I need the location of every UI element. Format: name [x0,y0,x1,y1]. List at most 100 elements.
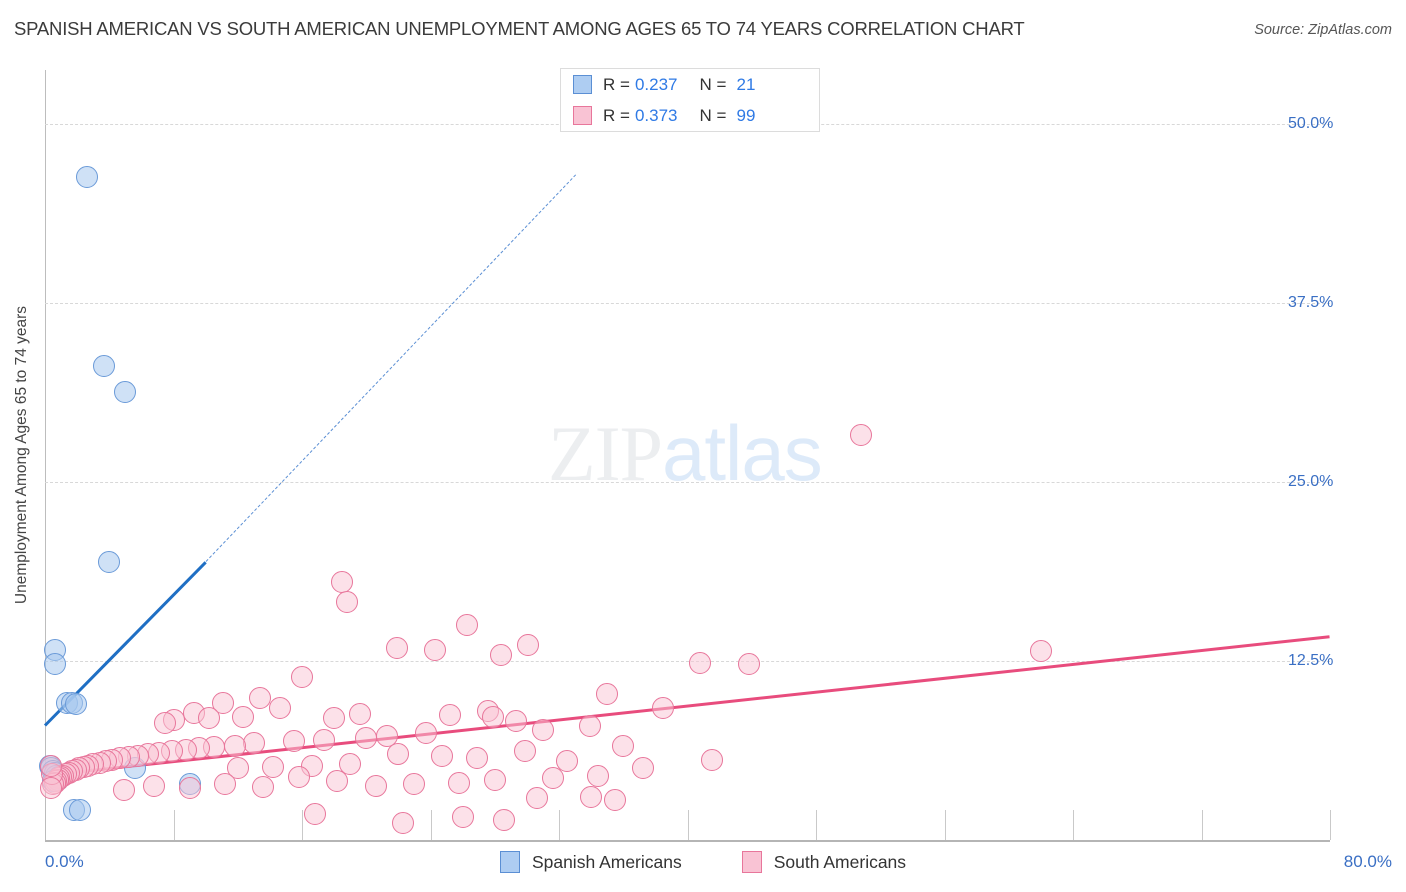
data-point-south-americans[interactable] [212,691,235,714]
data-point-south-americans[interactable] [387,743,410,766]
data-point-south-americans[interactable] [504,710,527,733]
data-point-south-americans[interactable] [531,718,554,741]
data-point-south-americans[interactable] [112,778,135,801]
data-point-south-americans[interactable] [392,811,415,834]
data-point-south-americans[interactable] [178,777,201,800]
data-point-south-americans[interactable] [348,703,371,726]
data-point-south-americans[interactable] [252,776,275,799]
data-point-south-americans[interactable] [652,697,675,720]
data-point-south-americans[interactable] [483,768,506,791]
data-point-south-americans[interactable] [700,748,723,771]
y-axis-tick-label: 50.0% [1288,115,1334,133]
data-point-south-americans[interactable] [456,614,479,637]
data-point-south-americans[interactable] [541,767,564,790]
pink-r-value: 0.373 [634,105,678,125]
data-point-spanish-americans[interactable] [93,355,116,378]
data-point-south-americans[interactable] [223,734,246,757]
data-point-south-americans[interactable] [323,707,346,730]
data-point-south-americans[interactable] [355,727,378,750]
data-point-south-americans[interactable] [226,757,249,780]
data-point-south-americans[interactable] [303,803,326,826]
data-point-south-americans[interactable] [430,744,453,767]
data-point-south-americans[interactable] [335,591,358,614]
pink-n-value: 99 [736,105,756,125]
data-point-south-americans[interactable] [39,777,62,800]
data-point-south-americans[interactable] [466,747,489,770]
blue-r-label: R = [603,74,630,94]
data-point-south-americans[interactable] [514,740,537,763]
data-point-south-americans[interactable] [482,705,505,728]
stats-row-pink: R = 0.373 N = 99 [561,100,819,131]
data-point-south-americans[interactable] [490,644,513,667]
data-point-south-americans[interactable] [331,571,354,594]
chart-legend: Spanish Americans South Americans [0,851,1406,873]
data-point-south-americans[interactable] [262,756,285,778]
x-axis-tick [1330,810,1331,840]
y-axis-tick-label: 12.5% [1288,652,1334,670]
data-point-south-americans[interactable] [596,683,619,705]
x-axis-tick [173,810,175,840]
data-point-south-americans[interactable] [849,423,872,446]
x-axis-line [45,840,1330,842]
legend-swatch-blue-icon [499,851,520,873]
data-point-south-americans[interactable] [287,766,310,789]
legend-item-spanish-americans[interactable]: Spanish Americans [499,851,682,873]
data-point-spanish-americans[interactable] [98,551,121,574]
data-point-south-americans[interactable] [556,750,579,773]
data-point-spanish-americans[interactable] [75,166,98,189]
data-point-south-americans[interactable] [451,806,474,829]
data-point-south-americans[interactable] [213,773,236,796]
data-point-spanish-americans[interactable] [114,381,137,404]
data-point-south-americans[interactable] [438,704,461,727]
legend-swatch-pink-icon [741,851,762,873]
legend-item-south-americans[interactable]: South Americans [741,851,906,873]
data-point-south-americans[interactable] [737,652,760,675]
x-axis-tick [559,810,560,840]
data-point-south-americans[interactable] [40,754,63,777]
data-point-spanish-americans[interactable] [64,693,87,716]
data-point-south-americans[interactable] [282,730,305,753]
y-axis-tick-label: 25.0% [1288,473,1334,491]
x-axis-max-label: 80.0% [1343,852,1392,871]
data-point-south-americans[interactable] [403,773,426,796]
data-point-south-americans[interactable] [249,687,272,710]
data-point-south-americans[interactable] [604,788,627,811]
data-point-south-americans[interactable] [578,714,601,737]
x-axis-tick [302,810,303,840]
data-point-south-americans[interactable] [326,770,349,793]
data-point-south-americans[interactable] [313,728,336,751]
y-axis-line [45,70,46,840]
data-point-south-americans[interactable] [385,637,408,660]
page-title: SPANISH AMERICAN VS SOUTH AMERICAN UNEMP… [14,18,1025,39]
data-point-south-americans[interactable] [242,731,265,754]
data-point-south-americans[interactable] [414,721,437,744]
data-point-south-americans[interactable] [424,638,447,661]
data-point-south-americans[interactable] [1029,640,1052,663]
data-point-south-americans[interactable] [197,707,220,730]
data-point-south-americans[interactable] [493,808,516,831]
data-point-south-americans[interactable] [580,786,603,809]
data-point-south-americans[interactable] [586,764,609,787]
stats-row-blue: R = 0.237 N = 21 [561,69,819,100]
data-point-spanish-americans[interactable] [43,652,66,675]
data-point-south-americans[interactable] [689,651,712,674]
data-point-south-americans[interactable] [631,757,654,780]
x-axis-tick [944,810,946,840]
data-point-south-americans[interactable] [154,711,177,734]
data-point-south-americans[interactable] [268,697,291,720]
data-point-south-americans[interactable] [364,774,387,797]
data-point-spanish-americans[interactable] [69,798,92,821]
data-point-south-americans[interactable] [143,774,166,797]
pink-r-label: R = [603,105,630,125]
pink-series-swatch-icon [573,106,592,125]
pink-n-label: N = [699,105,727,125]
data-point-south-americans[interactable] [231,705,254,728]
data-point-south-americans[interactable] [525,787,548,810]
blue-n-value: 21 [736,74,756,94]
data-point-south-americans[interactable] [612,734,635,757]
data-point-south-americans[interactable] [291,665,313,688]
data-point-south-americans[interactable] [448,771,471,794]
data-point-south-americans[interactable] [517,634,540,657]
data-point-south-americans[interactable] [339,753,362,776]
x-axis-min-label: 0.0% [45,852,84,871]
